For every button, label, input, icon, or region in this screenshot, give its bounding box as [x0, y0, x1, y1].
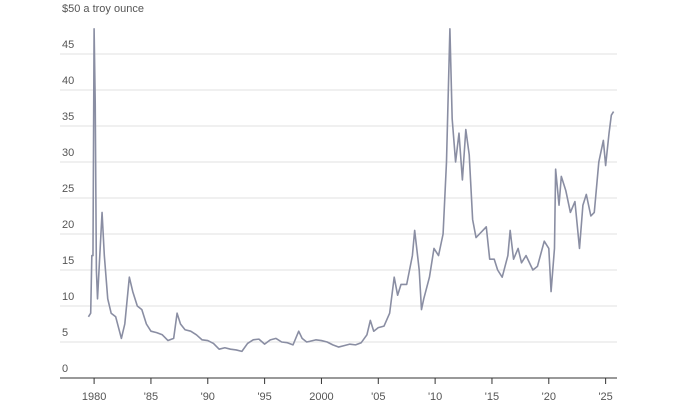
y-tick-label: 20	[62, 219, 74, 231]
x-tick-label: 2000	[309, 391, 333, 403]
x-tick-label: '15	[485, 391, 499, 403]
y-tick-label: 15	[62, 255, 74, 267]
y-tick-label: 25	[62, 183, 74, 195]
y-tick-label: 5	[62, 327, 68, 339]
x-tick-label: '20	[542, 391, 556, 403]
y-tick-label: 40	[62, 75, 74, 87]
x-tick-label: '85	[144, 391, 158, 403]
y-tick-label: 30	[62, 147, 74, 159]
x-tick-label: 1980	[82, 391, 106, 403]
x-tick-label: '05	[371, 391, 385, 403]
y-tick-label: 10	[62, 291, 74, 303]
y-tick-label: 35	[62, 111, 74, 123]
y-tick-label: $50 a troy ounce	[62, 3, 144, 15]
x-tick-label: '25	[598, 391, 612, 403]
x-tick-label: '10	[428, 391, 442, 403]
x-tick-label: '95	[257, 391, 271, 403]
x-tick-label: '90	[201, 391, 215, 403]
y-tick-label: 45	[62, 39, 74, 51]
price-line	[87, 28, 615, 353]
y-tick-label: 0	[62, 363, 68, 375]
